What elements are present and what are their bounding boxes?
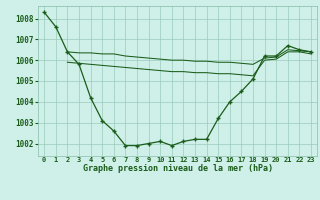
- X-axis label: Graphe pression niveau de la mer (hPa): Graphe pression niveau de la mer (hPa): [83, 164, 273, 173]
